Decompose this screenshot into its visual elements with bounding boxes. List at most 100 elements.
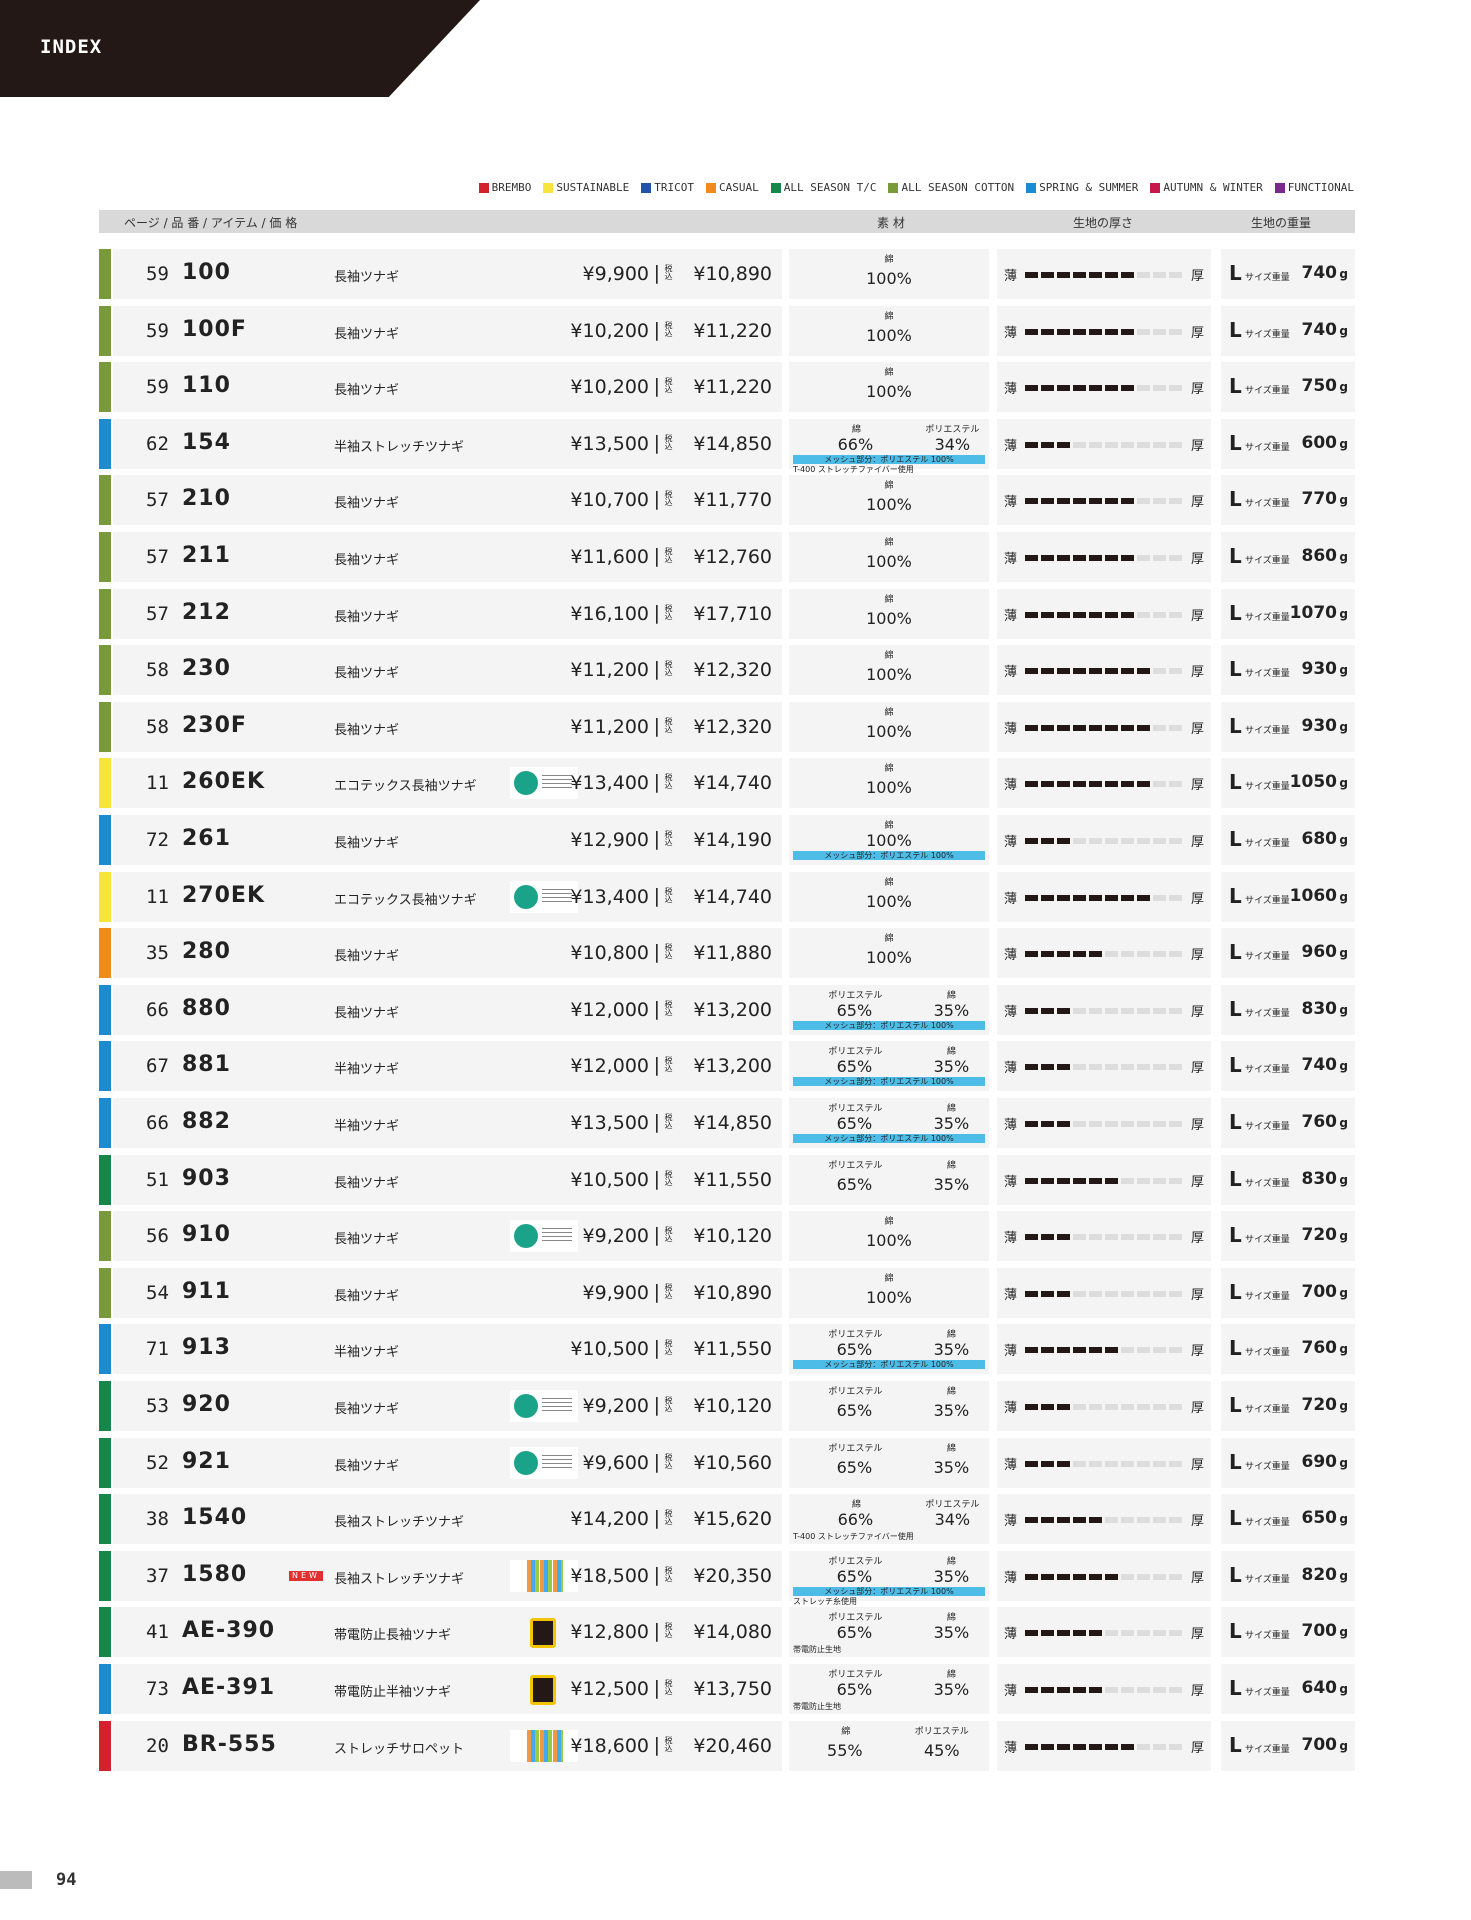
thick-label: 厚 [1190,382,1204,398]
material-name: 綿 [851,424,861,435]
material-name: ポリエステル [828,1443,883,1454]
weight-cell: L サイズ重量 820 g [1221,1550,1355,1601]
separator: | [653,1111,660,1133]
thickness-slot [1073,498,1086,505]
material-percent: 35% [933,1623,970,1643]
size-note: サイズ重量 [1245,1688,1290,1698]
thickness-slot [1041,328,1054,335]
material-percent: 35% [933,1457,970,1477]
weight-cell: L サイズ重量 720 g [1221,1211,1355,1262]
thickness-cell: 薄厚 [997,362,1211,413]
thick-label: 厚 [1190,1118,1204,1133]
thickness-slot [1025,1517,1038,1524]
material-percent: 100% [866,495,912,515]
thin-label: 薄 [1004,1174,1018,1190]
separator: | [653,262,660,284]
cert-badge [510,1616,578,1649]
item-name: 長袖ツナギ [334,722,400,738]
thickness-slot [1105,272,1118,278]
category-stripe [99,1437,111,1488]
material-segment: 100% [793,491,985,519]
material-name: ポリエステル [828,1160,883,1171]
thickness-cell: 薄厚 [997,758,1211,809]
thickness-slot [1121,781,1134,788]
material-name: 綿 [946,1047,956,1058]
thickness-slot [1137,1517,1150,1524]
thickness-slot [1025,1121,1038,1127]
thickness-slot [1105,951,1118,958]
cert-badge [510,1559,578,1592]
thickness-slot [1137,1687,1150,1693]
material-percent: 35% [933,1000,970,1020]
cert-badge [510,1673,578,1705]
material-segment: 34% [920,435,985,455]
price: ¥12,900 [570,829,649,851]
size-label: L [1229,544,1242,568]
badge-icon [514,1224,538,1249]
material-percent: 100% [866,552,912,571]
thickness-slot [1025,1460,1038,1467]
material-cell: ポリエステル 65% 綿 35% 帯電防止生地 [789,1607,989,1658]
thin-label: 薄 [1004,552,1018,567]
material-percent: 66% [837,434,874,454]
item-name: ストレッチサロペット [334,1741,465,1757]
thickness-slot [1073,385,1086,392]
weight-unit: g [1339,776,1348,791]
price: ¥12,500 [570,1678,649,1700]
thickness-slot [1169,1064,1182,1071]
thin-label: 薄 [1004,1401,1018,1416]
product-code: 210 [182,486,231,512]
cert-badge [510,1220,578,1253]
thick-label: 厚 [1190,778,1204,794]
thickness-slot [1121,1347,1134,1354]
product-code: AE-391 [182,1675,276,1700]
legend-swatch [888,182,899,193]
thickness-slot [1169,1743,1182,1750]
thickness-slot [1025,498,1038,505]
material-name: 綿 [884,764,894,775]
weight-unit: g [1339,946,1348,961]
item-name: 長袖ツナギ [334,326,400,342]
weight-value: 700 [1301,1734,1338,1755]
thickness-slot [1153,555,1166,561]
thickness-cell: 薄厚 [997,475,1211,526]
thickness-slot [1153,1460,1166,1467]
thickness-slot [1121,951,1134,958]
thickness-gauge [1023,872,1185,922]
page-ref: 38 [146,1508,169,1531]
legend-item: BREMBO [478,181,531,194]
thickness-slot [1073,328,1086,335]
legend-label: SUSTAINABLE [556,181,630,194]
thickness-slot [1089,1517,1102,1524]
thick-label: 厚 [1190,438,1204,454]
material-cell: 綿 100% [789,871,989,922]
legend-label: ALL SEASON COTTON [901,181,1015,194]
page-ref: 66 [146,998,169,1021]
page-ref: 67 [146,1055,169,1078]
header-title: INDEX [40,36,103,58]
price-tax: ¥10,560 [693,1451,772,1474]
product-cell: 11 270EK エコテックス長袖ツナギ ¥13,400 | 税込 ¥14,740 [113,871,782,922]
thin-label: 薄 [1004,1061,1018,1077]
category-stripe [99,645,111,696]
product-cell: 66 882 半袖ツナギ ¥13,500 | 税込 ¥14,850 [113,1098,782,1148]
table-row: 57 211 長袖ツナギ ¥11,600 | 税込 ¥12,760 綿 100% 薄厚 L サイズ重量… [99,532,1355,582]
material-name: 綿 [946,1330,956,1341]
thickness-gauge [1023,1607,1185,1657]
material-name: ポリエステル [828,1330,883,1341]
thickness-slot [1169,1007,1182,1014]
cert-badge [510,767,578,800]
thickness-slot [1121,1517,1134,1524]
separator: | [653,997,660,1020]
thickness-slot [1057,1290,1070,1297]
weight-value: 760 [1301,1112,1338,1132]
column-label: 素 材 [877,216,905,230]
material-segment: 100% [793,605,985,633]
category-stripe [99,984,111,1035]
thickness-slot [1041,724,1054,731]
size-note: サイズ重量 [1245,1348,1290,1359]
thickness-slot [1057,498,1070,505]
separator: | [653,714,660,737]
separator: | [653,1224,660,1247]
